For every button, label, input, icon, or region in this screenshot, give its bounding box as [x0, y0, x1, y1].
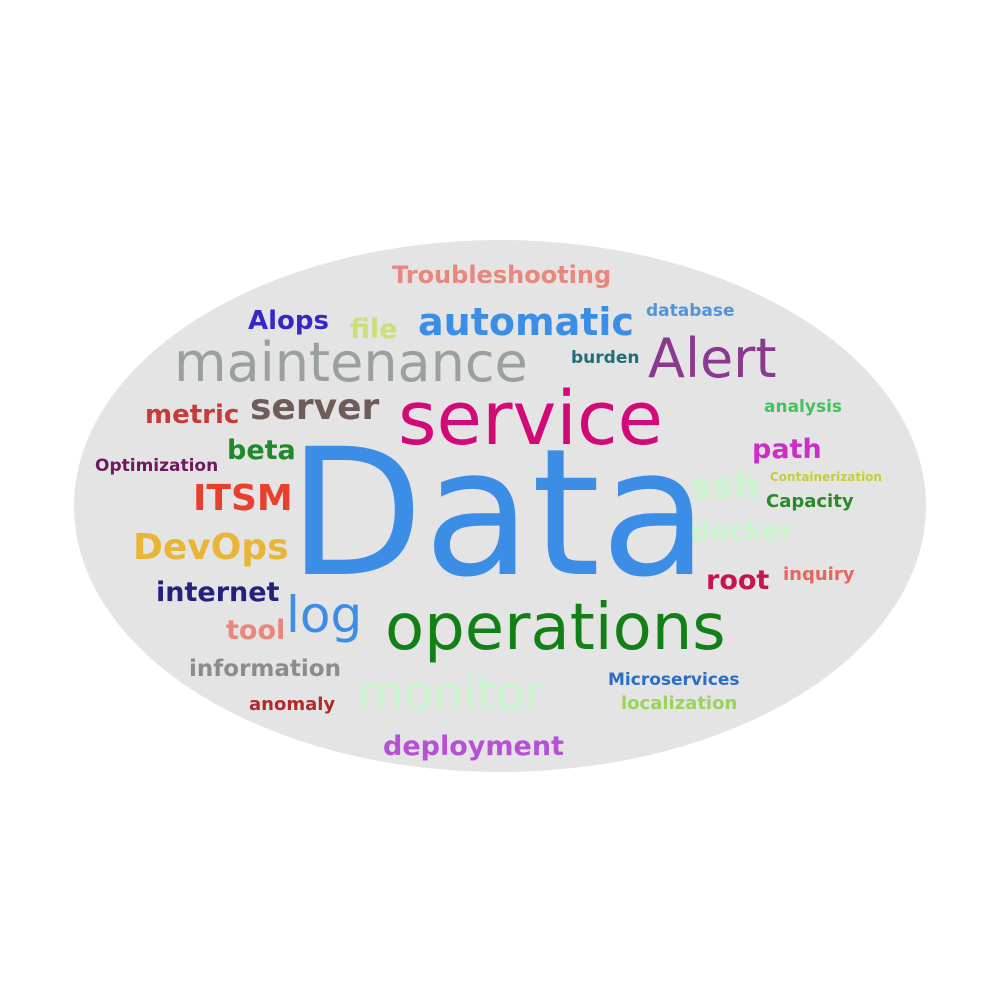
word-metric: metric — [145, 400, 240, 430]
word-ssh: ssh — [691, 466, 760, 507]
word-internet: internet — [156, 577, 280, 608]
word-analysis: analysis — [764, 397, 843, 417]
word-file: file — [350, 314, 398, 345]
word-server: server — [250, 387, 380, 428]
word-localization: localization — [621, 693, 738, 714]
word-optimization: Optimization — [95, 456, 219, 476]
word-anomaly: anomaly — [249, 694, 336, 715]
word-devops: DevOps — [133, 527, 289, 568]
word-database: database — [646, 301, 735, 321]
word-inquiry: inquiry — [783, 564, 855, 585]
word-itsm: ITSM — [193, 478, 293, 519]
word-data: Data — [288, 411, 709, 616]
word-burden: burden — [571, 348, 640, 368]
word-path: path — [752, 434, 822, 465]
word-troubleshooting: Troubleshooting — [392, 261, 612, 289]
word-root: root — [706, 565, 770, 596]
word-microservices: Microservices — [608, 670, 740, 690]
word-cloud-background — [74, 240, 926, 772]
word-monitor: monitor — [357, 666, 545, 722]
word-alops: Alops — [248, 306, 329, 336]
word-containerization: Containerization — [770, 470, 882, 484]
word-log: log — [286, 586, 363, 644]
word-alert: Alert — [648, 327, 777, 390]
word-tool: tool — [226, 615, 286, 646]
word-deployment: deployment — [383, 731, 564, 762]
word-information: information — [189, 656, 341, 682]
word-capacity: Capacity — [766, 491, 854, 512]
word-maintenance: maintenance — [174, 331, 528, 394]
word-automatic: automatic — [418, 300, 634, 344]
word-docker: docker — [691, 516, 794, 547]
word-beta: beta — [227, 435, 296, 466]
word-operations: operations — [385, 591, 726, 665]
word-service: service — [398, 376, 664, 462]
